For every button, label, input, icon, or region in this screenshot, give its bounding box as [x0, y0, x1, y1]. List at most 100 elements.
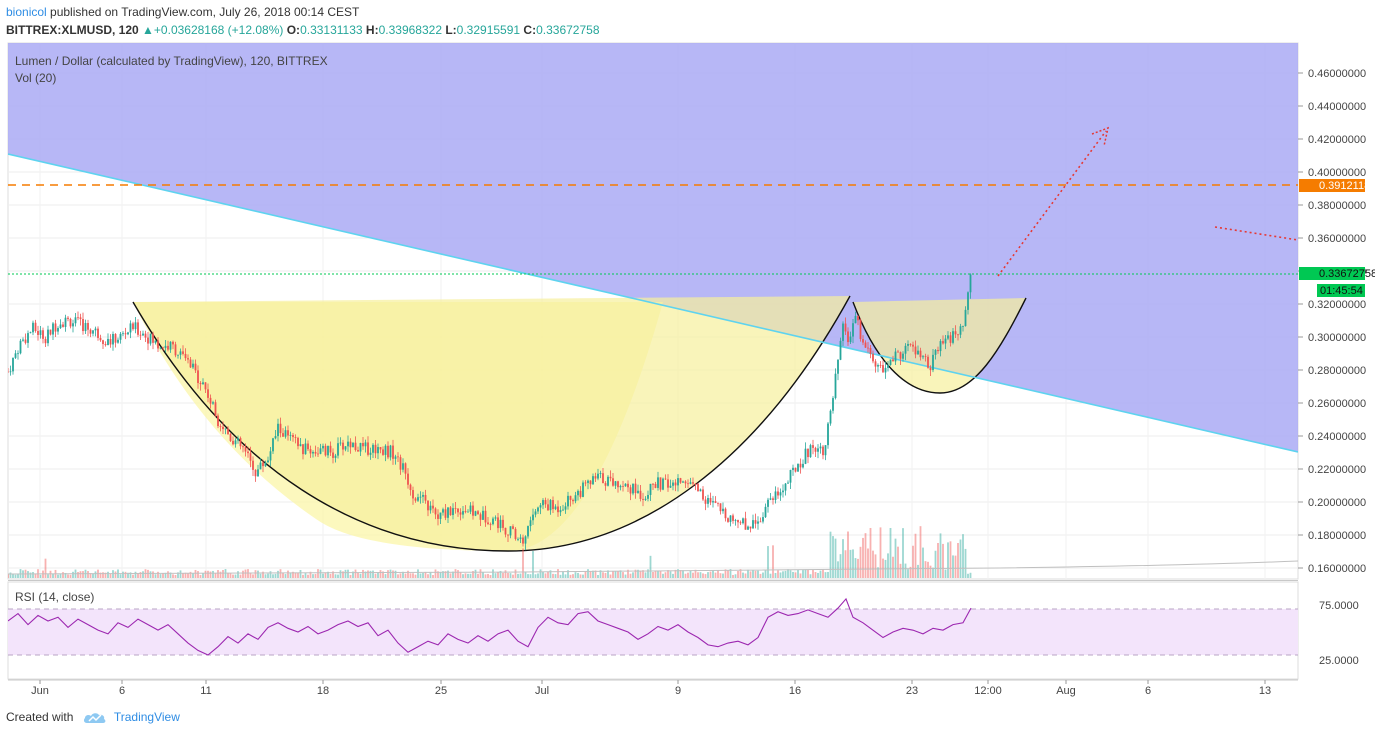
volume-bar	[137, 573, 139, 578]
candle-body	[457, 508, 459, 513]
candle-body	[399, 457, 402, 470]
candle-body	[929, 367, 932, 371]
volume-bar	[107, 571, 109, 578]
candle-body	[529, 520, 532, 527]
candlestick-series[interactable]	[7, 273, 972, 551]
volume-bar	[124, 571, 127, 578]
candle-body	[304, 443, 307, 455]
volume-bar	[772, 545, 774, 578]
candle-body	[734, 520, 737, 521]
volume-bar	[672, 573, 674, 578]
volume-bar	[394, 570, 397, 578]
volume-bar	[759, 573, 762, 578]
last-price-tag	[1299, 267, 1365, 280]
volume-bar	[789, 570, 792, 578]
candle-body	[782, 490, 784, 493]
candle-body	[669, 485, 672, 488]
volume-bar	[824, 572, 827, 578]
candle-body	[737, 520, 739, 523]
candle-body	[167, 345, 169, 350]
price-axis[interactable]: 0.46000000 0.44000000 0.42000000 0.40000000…	[1298, 68, 1366, 575]
price-axis-label: 0.24000000	[1308, 431, 1366, 443]
candle-body	[769, 498, 772, 500]
volume-bar	[12, 573, 14, 578]
volume-bar	[242, 570, 244, 578]
candle-body	[8, 371, 9, 373]
volume-bar	[434, 569, 437, 578]
volume-bar	[372, 570, 374, 578]
time-axis-label: Jun	[31, 685, 49, 697]
candle-body	[592, 476, 594, 485]
candle-body	[567, 495, 569, 507]
candle-body	[374, 444, 377, 454]
volume-bar	[949, 541, 952, 578]
volume-bar	[387, 570, 389, 578]
candle-body	[372, 444, 374, 453]
price-axis-label: 0.44000000	[1308, 101, 1366, 113]
candle-body	[582, 482, 584, 497]
volume-bar	[799, 573, 802, 578]
author-link[interactable]: bionicol	[6, 5, 47, 19]
volume-bar	[654, 570, 657, 578]
cup-curve[interactable]	[132, 295, 851, 552]
candle-body	[534, 511, 537, 515]
created-with-text: Created with	[6, 710, 74, 724]
candle-body	[149, 333, 152, 344]
candle-body	[939, 341, 942, 352]
candle-body	[334, 455, 337, 458]
handle-curve[interactable]	[852, 297, 1027, 394]
candle-body	[152, 333, 154, 343]
candle-body	[509, 526, 512, 536]
candle-body	[944, 338, 947, 344]
volume-bar	[72, 571, 74, 578]
volume-bar	[427, 574, 429, 578]
candle-body	[467, 511, 469, 513]
volume-bar	[362, 569, 364, 578]
volume-bar	[257, 570, 259, 578]
volume-bar	[502, 572, 504, 578]
symbol-ohlc-line: BITTREX:XLMUSD, 120 ▲+0.03628168 (+12.08…	[6, 22, 600, 38]
candle-body	[62, 324, 64, 327]
volume-bar	[274, 573, 277, 578]
volume-bar	[479, 569, 482, 578]
symbol-name[interactable]: BITTREX:XLMUSD, 120	[6, 23, 139, 37]
volume-bar	[592, 570, 594, 578]
candle-body	[834, 373, 837, 399]
candle-body	[394, 456, 397, 459]
volume-bar	[142, 571, 144, 578]
volume-bar	[229, 573, 232, 578]
volume-bar	[842, 539, 844, 578]
descending-trendline[interactable]	[8, 153, 1298, 453]
candle-body	[442, 509, 444, 513]
volume-bar	[194, 569, 197, 578]
candle-body	[544, 500, 547, 505]
candle-body	[584, 482, 587, 484]
time-axis[interactable]: Jun 6 11 18 25 Jul 9 16 23 12:00 Aug 6 13	[31, 680, 1271, 697]
candle-body	[444, 509, 447, 518]
volume-bar	[414, 574, 417, 578]
tradingview-brand-link[interactable]: TradingView	[113, 710, 180, 724]
volume-bar	[409, 573, 412, 578]
volume-bar	[559, 574, 562, 578]
volume-bar	[937, 542, 939, 578]
projection-arrow[interactable]	[997, 130, 1107, 277]
volume-bar	[714, 572, 717, 578]
volume-bar	[507, 573, 509, 578]
candle-body	[377, 447, 379, 454]
volume-bar	[699, 572, 702, 578]
candle-body	[902, 353, 904, 359]
volume-bar	[34, 573, 37, 578]
candle-body	[942, 341, 944, 344]
volume-bar	[622, 572, 624, 578]
volume-bar	[207, 570, 209, 578]
candle-body	[712, 501, 714, 503]
candle-body	[99, 337, 102, 341]
rsi-line[interactable]	[8, 597, 972, 656]
volume-bar	[119, 574, 122, 578]
candle-body	[919, 350, 922, 358]
projection-line-right[interactable]	[1214, 226, 1299, 241]
volume-bar	[217, 570, 219, 578]
low-label: L:	[445, 23, 457, 37]
volume-bar	[599, 570, 602, 578]
